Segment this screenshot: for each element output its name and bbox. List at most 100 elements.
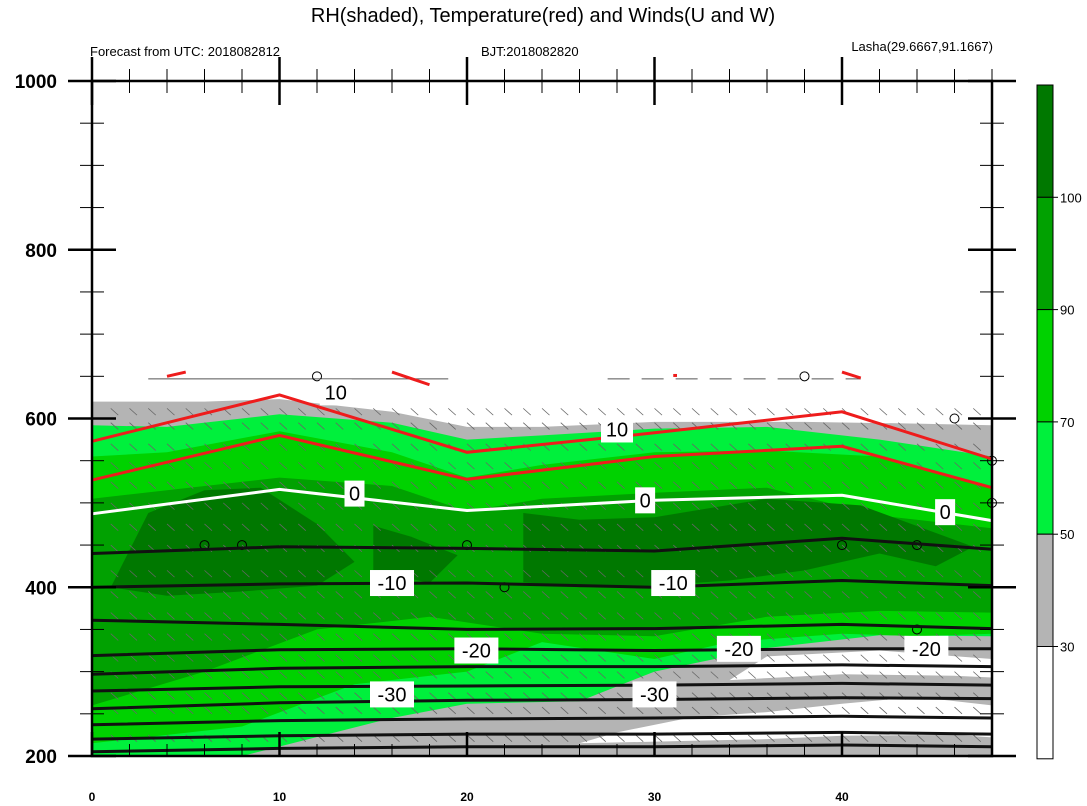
- wind-barb: [804, 734, 813, 742]
- wind-barb: [447, 591, 457, 599]
- wind-barb: [147, 612, 157, 620]
- wind-barb: [635, 612, 644, 620]
- wind-barb: [766, 734, 775, 742]
- wind-barb: [429, 408, 438, 416]
- wind-barb: [916, 591, 925, 599]
- wind-barb: [879, 408, 888, 416]
- wind-barb: [766, 408, 775, 416]
- wind-barb: [766, 523, 775, 532]
- wind-barb: [260, 408, 269, 416]
- wind-barb: [804, 612, 813, 620]
- wind-barb: [447, 570, 457, 578]
- wind-barb: [972, 502, 982, 510]
- wind-barb: [316, 692, 325, 700]
- wind-barb: [672, 654, 682, 662]
- wind-barb: [841, 570, 850, 578]
- wind-barb: [410, 633, 419, 641]
- wind-barb: [279, 654, 288, 662]
- wind-barb: [972, 462, 982, 470]
- wind-barb: [222, 692, 232, 700]
- wind-barb: [972, 422, 982, 430]
- wind-barb: [560, 612, 569, 620]
- isotherm-zero: [91, 487, 993, 523]
- wind-barb: [129, 523, 138, 532]
- wind-barb: [729, 706, 738, 715]
- wind-barb: [429, 671, 438, 679]
- wind-barb: [935, 612, 944, 620]
- wind-barb: [260, 422, 269, 430]
- contour-label-box: [935, 499, 956, 526]
- wind-barb: [185, 692, 194, 700]
- wind-barb: [635, 633, 644, 641]
- wind-barb: [372, 502, 382, 510]
- wind-barb: [335, 612, 344, 620]
- x-tick-label: 10: [273, 790, 287, 804]
- isotherm-black: [91, 578, 993, 589]
- y-tick-label: 200: [25, 747, 57, 768]
- wind-barb: [522, 612, 532, 620]
- wind-barb: [316, 523, 325, 532]
- wind-barb: [597, 523, 607, 532]
- wind-barb: [129, 481, 138, 489]
- wind-barb: [185, 654, 194, 662]
- wind-barb: [222, 612, 232, 620]
- wind-barb: [897, 544, 907, 553]
- wind-barb: [147, 408, 157, 416]
- rh-region-dark-green: [110, 487, 355, 596]
- wind-barb: [485, 570, 494, 578]
- wind-barb: [335, 462, 344, 470]
- wind-barb: [316, 612, 325, 620]
- contour-label-box: [635, 487, 656, 514]
- wind-barb: [297, 692, 307, 700]
- wind-barb: [710, 734, 719, 742]
- wind-barb: [691, 654, 700, 662]
- wind-barb: [241, 591, 250, 599]
- wind-barb: [166, 523, 175, 532]
- wind-barb: [504, 570, 513, 578]
- wind-barb: [391, 443, 400, 451]
- wind-barb: [954, 462, 963, 470]
- wind-barb: [541, 654, 550, 662]
- contour-label-box: [632, 681, 677, 708]
- wind-barb: [222, 654, 232, 662]
- wind-barb: [597, 443, 607, 451]
- wind-barb: [204, 422, 213, 430]
- wind-barb: [785, 706, 794, 715]
- contour-label-text: -30: [378, 684, 407, 706]
- wind-barb: [616, 612, 625, 620]
- wind-barb: [897, 570, 907, 578]
- contour-label: -10: [370, 570, 414, 597]
- wind-barb: [504, 706, 513, 715]
- wind-barb: [785, 671, 794, 679]
- wind-barb: [241, 654, 250, 662]
- wind-barb: [897, 612, 907, 620]
- wind-barb: [241, 462, 250, 470]
- wind-barb: [110, 544, 119, 553]
- wind-barb: [879, 734, 888, 742]
- wind-barb: [504, 523, 513, 532]
- wind-barb: [185, 671, 194, 679]
- contour-label-text: -20: [462, 641, 491, 663]
- wind-barb: [879, 544, 888, 553]
- wind-barb: [972, 706, 982, 715]
- wind-barb: [766, 671, 775, 679]
- wind-barb: [972, 734, 982, 742]
- wind-barb: [147, 692, 157, 700]
- wind-barb: [522, 633, 532, 641]
- wind-barb: [372, 671, 382, 679]
- wind-barb: [672, 734, 682, 742]
- wind-barb: [466, 612, 475, 620]
- wind-barb: [204, 633, 213, 641]
- wind-barb: [279, 443, 288, 451]
- contour-label-box: [319, 379, 352, 406]
- wind-barb: [691, 408, 700, 416]
- forecast-label: Forecast from UTC: 2018082812: [90, 44, 280, 59]
- wind-barb: [729, 408, 738, 416]
- wind-barb: [166, 591, 175, 599]
- wind-barb: [447, 422, 457, 430]
- wind-barb: [841, 633, 850, 641]
- wind-barb: [804, 462, 813, 470]
- wind-barb: [560, 671, 569, 679]
- wind-barb: [972, 612, 982, 620]
- wind-barb: [691, 612, 700, 620]
